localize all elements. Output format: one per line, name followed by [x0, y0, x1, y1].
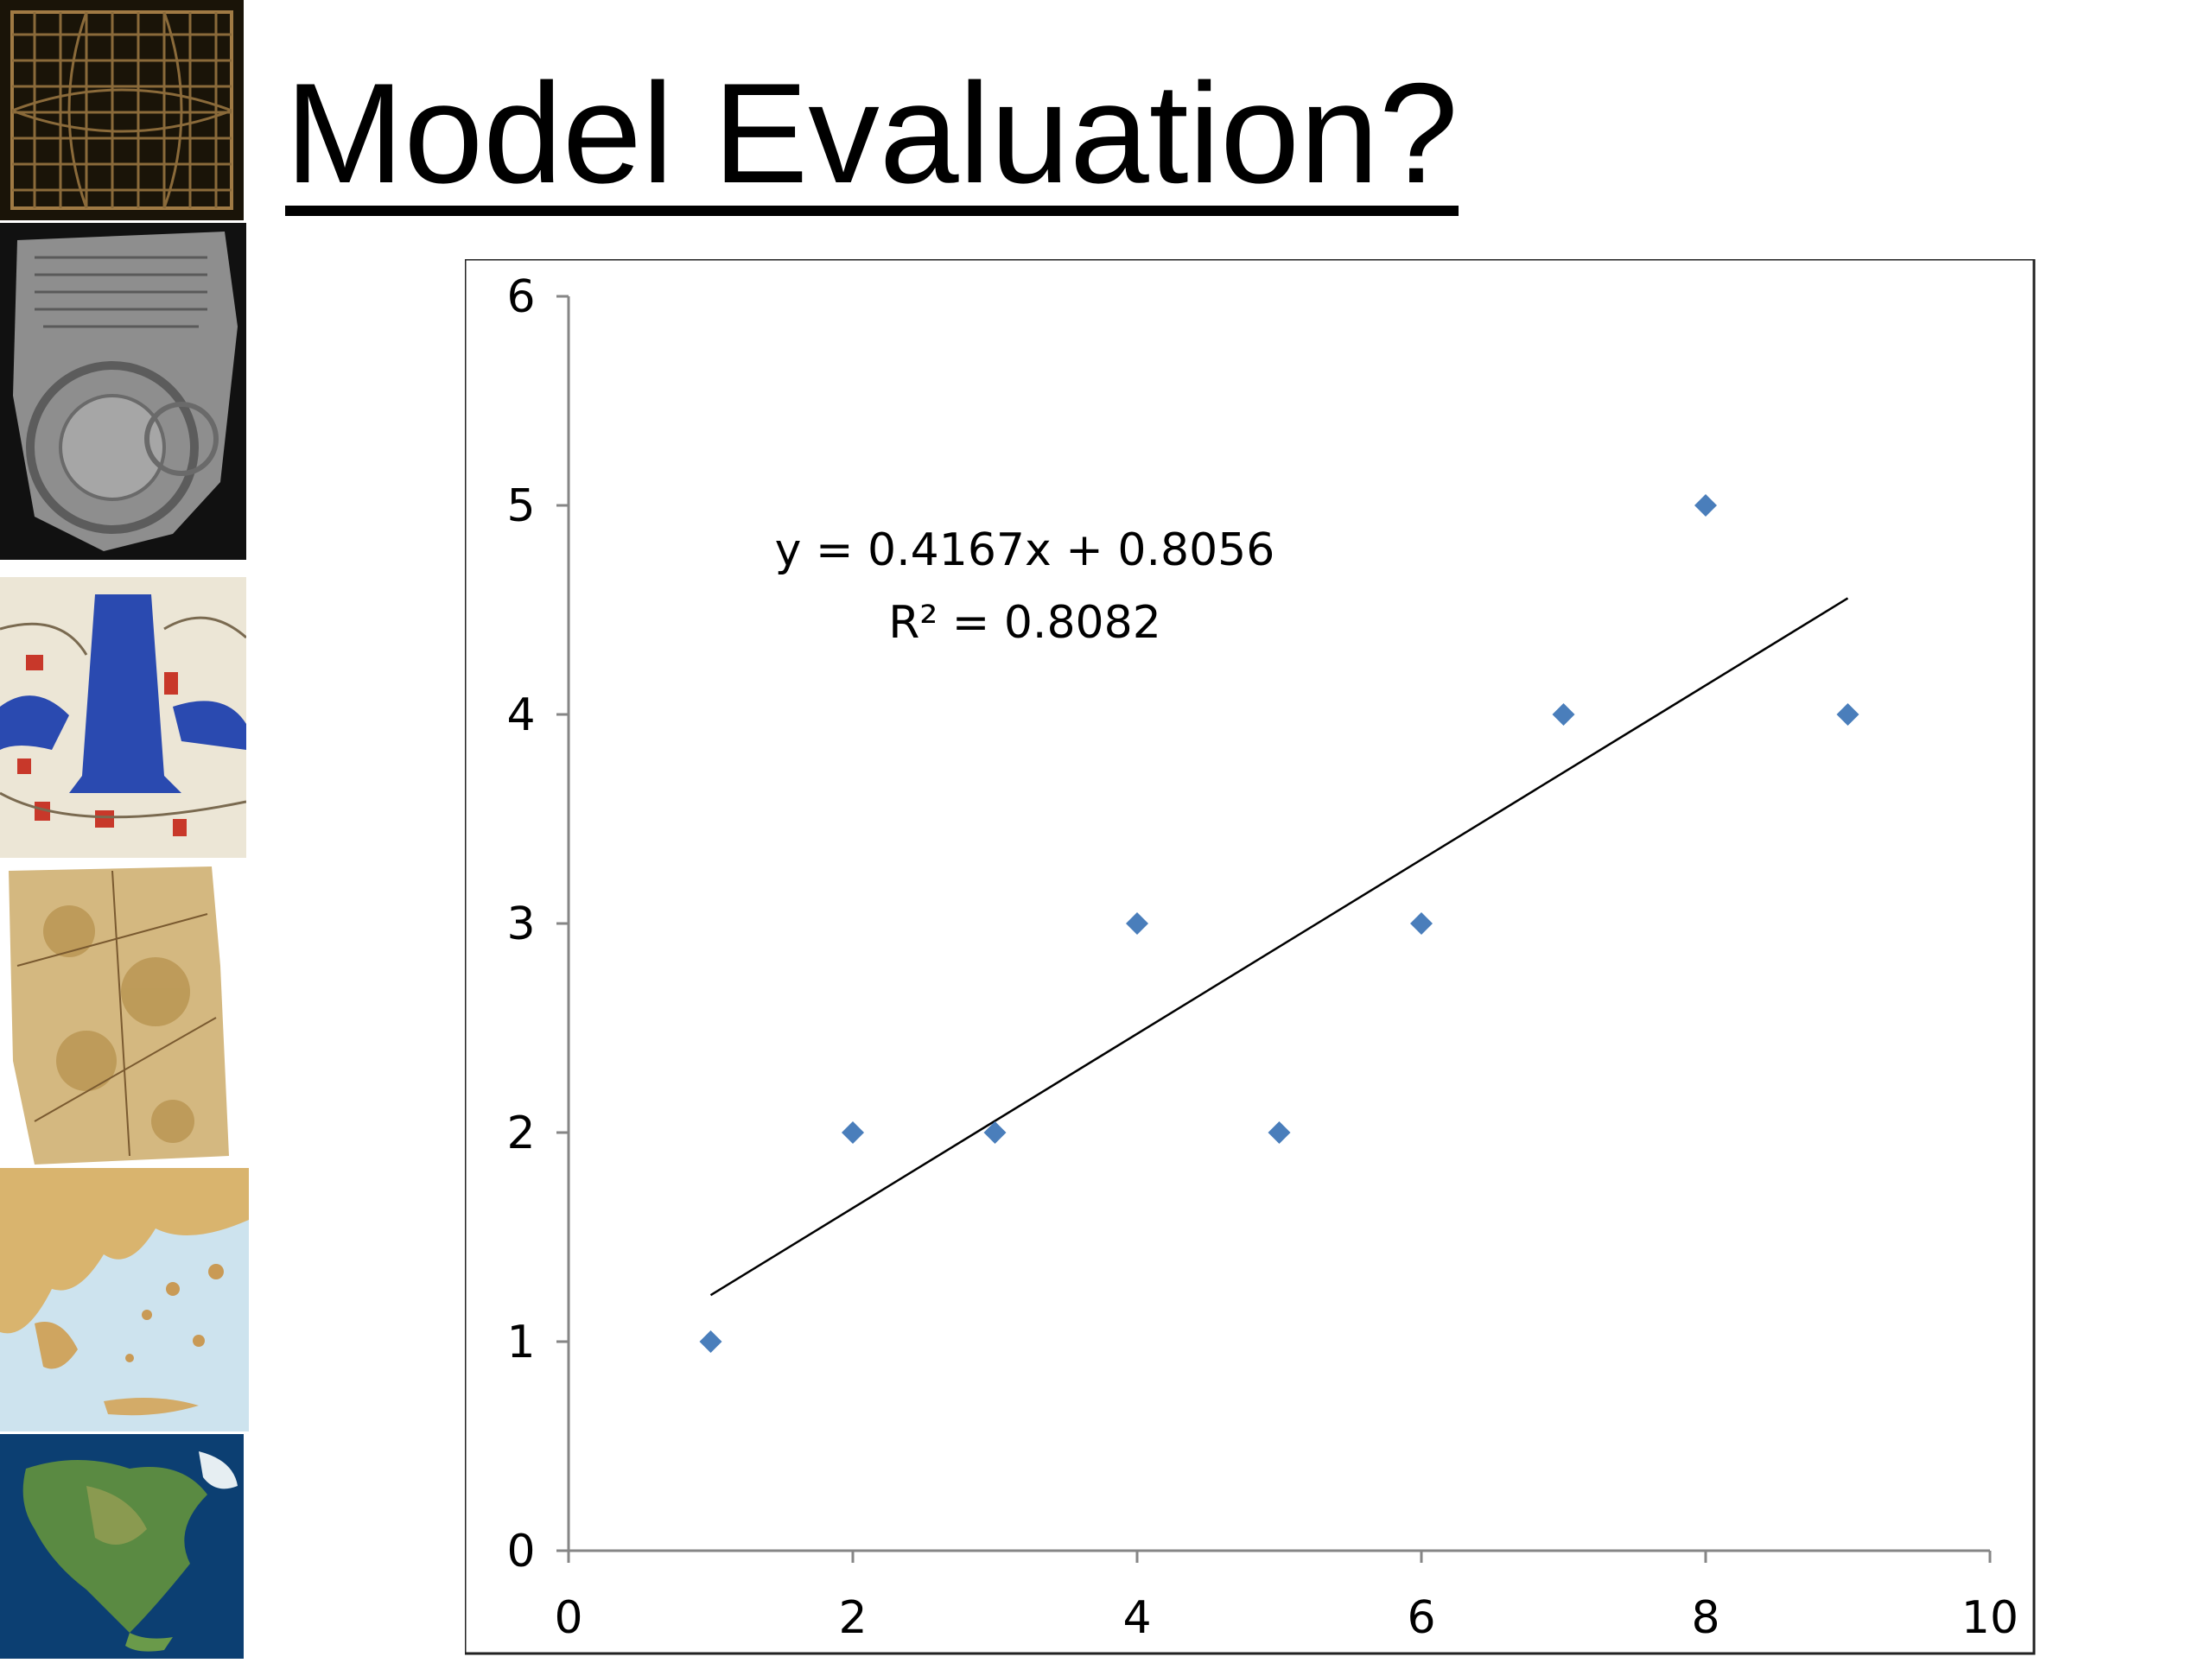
title-underline [285, 206, 1459, 216]
stone-tablet-map-image [0, 223, 246, 560]
relief-map-greece-image [0, 1168, 249, 1431]
data-point [983, 1121, 1007, 1144]
trendline-r2-label: R² = 0.8082 [888, 597, 1161, 649]
x-tick-label: 2 [838, 1592, 867, 1644]
y-tick-label: 2 [506, 1108, 535, 1159]
y-tick-label: 3 [506, 898, 535, 950]
scatter-chart: 0 2 4 6 8 10 0 1 2 3 4 5 6 y = 0.4167x + 0.8056 R² =… [463, 257, 2046, 1663]
y-tick-label: 1 [506, 1317, 535, 1368]
y-tick-label: 4 [506, 689, 535, 741]
data-point [1694, 494, 1717, 517]
trendline-equation-label: y = 0.4167x + 0.8056 [775, 524, 1275, 576]
y-tick-label: 0 [506, 1526, 535, 1577]
x-tick-label: 4 [1122, 1592, 1151, 1644]
trendline [709, 597, 1849, 1297]
data-point [842, 1121, 864, 1144]
y-tick-label: 6 [506, 271, 535, 323]
data-point [1410, 912, 1433, 935]
data-point [1836, 703, 1859, 726]
slide-title: Model Evaluation? [285, 54, 1459, 213]
parchment-map-image [0, 862, 242, 1169]
x-tick-label: 10 [1961, 1592, 2018, 1644]
data-point [1126, 912, 1148, 935]
grid-map-image [0, 0, 244, 220]
x-tick-label: 0 [554, 1592, 582, 1644]
chart-svg: 0 2 4 6 8 10 0 1 2 3 4 5 6 y = 0.4167x + 0.8056 R² =… [463, 257, 2036, 1655]
data-point [699, 1330, 722, 1353]
illustrated-cosmology-map-image [0, 577, 246, 858]
y-tick-label: 5 [506, 480, 535, 532]
x-tick-label: 8 [1691, 1592, 1719, 1644]
data-point [1552, 703, 1575, 726]
data-point [1268, 1121, 1291, 1144]
north-america-globe-image [0, 1434, 244, 1659]
chart-frame [463, 257, 2036, 1655]
x-tick-label: 6 [1407, 1592, 1435, 1644]
